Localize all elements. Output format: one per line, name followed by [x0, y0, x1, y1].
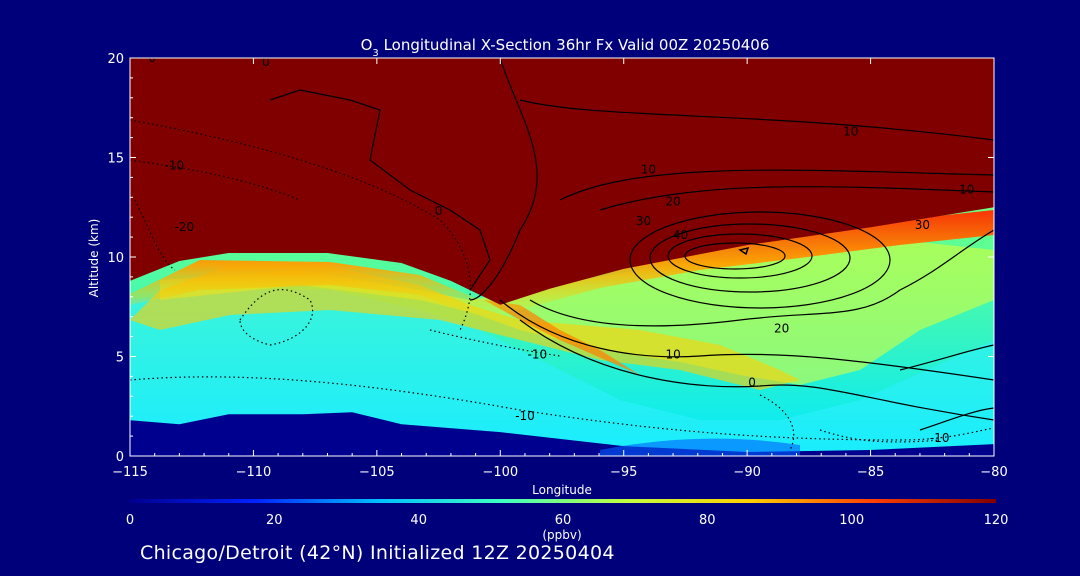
colorbar: [130, 499, 996, 503]
contour-label: 0: [748, 375, 756, 389]
x-tick-label: −110: [236, 465, 272, 480]
contour-label: 20: [665, 194, 680, 208]
contour-label: -10: [527, 348, 547, 362]
contour-line: [499, 299, 994, 381]
colorbar-tick-label: 20: [266, 513, 283, 528]
contour-label: 0: [148, 51, 156, 65]
contour-line: [629, 211, 891, 309]
contour-line: [269, 89, 491, 291]
contour-label: 0: [435, 204, 443, 218]
y-tick-label: 10: [107, 251, 124, 266]
contour-line: [519, 319, 994, 421]
colorbar-tick-label: 40: [410, 513, 427, 528]
contour-label: 10: [665, 348, 680, 362]
x-axis-label: Longitude: [532, 483, 592, 497]
yellow-green-band: [160, 240, 994, 385]
contour-label: 10: [641, 162, 656, 176]
colorbar-tick-label: 0: [126, 513, 134, 528]
x-axis-ticks: −115 −110 −105 −100 −95 −90 −85 −80: [112, 58, 1008, 480]
contour-line: [819, 429, 941, 443]
contour-max-marker: [738, 246, 750, 256]
orange-band: [484, 300, 640, 375]
contour-line: [559, 169, 994, 201]
colorbar-tick-label: 80: [699, 513, 716, 528]
colorbar-unit: (ppbv): [542, 528, 581, 542]
y-tick-label: 5: [116, 351, 124, 366]
contour-line: [649, 223, 851, 293]
colorbar-tick-label: 120: [984, 513, 1009, 528]
colorbar-ticks: 0 20 40 60 80 100 120: [126, 513, 1009, 528]
yellow-band: [130, 265, 800, 390]
contour-line: [429, 329, 561, 357]
contour-label: -10: [515, 409, 535, 423]
low-ozone-fill: [130, 412, 994, 456]
footer-caption: Chicago/Detroit (42°N) Initialized 12Z 2…: [140, 542, 615, 564]
x-tick-label: −85: [857, 465, 884, 480]
title-prefix: O: [361, 36, 373, 54]
y-tick-label: 0: [116, 450, 124, 465]
chart-title: O3 Longitudinal X-Section 36hr Fx Valid …: [361, 36, 770, 59]
contour-label: 10: [843, 125, 858, 139]
contour-line: [899, 344, 994, 371]
y-axis-label: Altitude (km): [87, 219, 101, 298]
stratospheric-ozone-fill: [130, 58, 994, 305]
contour-labels: -10 10 0 20 -10 -10 10 20 30 40 10 10 30 -10 -20 0 0 0: [148, 51, 974, 445]
contour-line: [684, 242, 786, 270]
x-tick-label: −80: [980, 465, 1007, 480]
contour-label: 20: [774, 322, 789, 336]
contour-line: [134, 199, 176, 271]
colorbar-tick-label: 60: [555, 513, 572, 528]
contour-line: [599, 186, 994, 211]
y-tick-label: 15: [107, 152, 124, 167]
x-tick-label: −115: [112, 465, 148, 480]
contour-line: [519, 99, 994, 141]
contour-label: 30: [915, 218, 930, 232]
contour-label: -20: [174, 220, 194, 234]
blue-patch: [600, 438, 800, 456]
contour-line: [919, 407, 994, 431]
x-tick-label: −90: [733, 465, 760, 480]
dotted-contours: [130, 119, 994, 451]
y-axis-ticks: 0 5 10 15 20: [107, 52, 994, 465]
contour-line: [239, 289, 314, 346]
contour-line: [667, 233, 813, 279]
contour-line: [529, 229, 994, 327]
contour-label: -10: [165, 158, 185, 172]
contour-line: [469, 58, 538, 301]
x-tick-label: −100: [482, 465, 518, 480]
colorbar-tick-label: 100: [839, 513, 864, 528]
solid-contours: [269, 58, 994, 431]
title-text: Longitudinal X-Section 36hr Fx Valid 00Z…: [379, 36, 770, 54]
contour-label: 30: [636, 214, 651, 228]
y-tick-label: 20: [107, 52, 124, 67]
contour-line: [130, 119, 471, 331]
x-tick-label: −105: [359, 465, 395, 480]
contour-label: -10: [930, 431, 950, 445]
contour-label: 10: [959, 182, 974, 196]
contour-line: [130, 376, 994, 441]
contour-label: 40: [673, 228, 688, 242]
contour-label: 0: [262, 55, 270, 69]
plot-area: -10 10 0 20 -10 -10 10 20 30 40 10 10 30 -10 -20 0 0 0: [130, 51, 994, 456]
title-subscript: 3: [372, 48, 378, 59]
x-tick-label: −95: [610, 465, 637, 480]
